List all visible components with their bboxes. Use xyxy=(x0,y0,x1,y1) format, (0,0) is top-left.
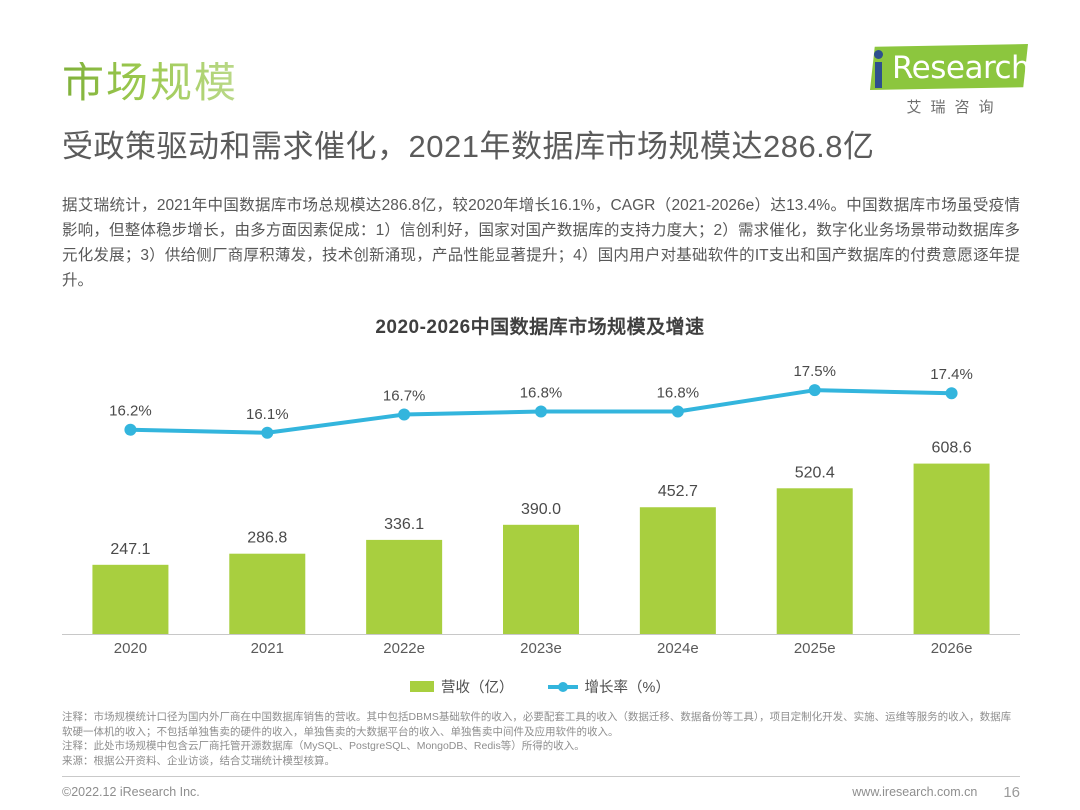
bar-value-label: 247.1 xyxy=(110,541,150,558)
footnote-1: 注释：市场规模统计口径为国内外厂商在中国数据库销售的营收。其中包括DBMS基础软… xyxy=(62,711,1012,738)
iresearch-logo: Research 艾瑞咨询 xyxy=(848,44,1031,116)
bar xyxy=(92,564,169,634)
line-value-label: 16.8% xyxy=(520,384,563,401)
bar-series-group xyxy=(92,463,990,634)
line-data-point xyxy=(671,405,684,418)
x-tick-2026e: 2026e xyxy=(930,640,973,657)
line-value-label: 17.4% xyxy=(930,366,973,383)
line-value-label: 16.2% xyxy=(109,403,152,420)
footer: ©2022.12 iResearch Inc. www.iresearch.co… xyxy=(62,782,1020,802)
chart-title: 2020-2026中国数据库市场规模及增速 xyxy=(375,317,705,338)
bar xyxy=(366,539,443,634)
bar xyxy=(639,507,716,634)
body-paragraph: 据艾瑞统计，2021年中国数据库市场总规模达286.8亿，较2020年增长16.… xyxy=(62,197,1020,289)
footer-divider xyxy=(62,776,1020,777)
line-data-point xyxy=(808,384,821,397)
chart-svg: 247.1 286.8 336.1 390.0 452.7 520.4 608.6 16.2… xyxy=(62,363,1020,635)
line-data-point xyxy=(398,408,411,421)
x-tick-2022e: 2022e xyxy=(383,640,425,657)
line-data-point xyxy=(945,387,958,400)
legend-label-growth-rate: 增长率（%） xyxy=(584,680,670,696)
footnote-3: 来源：根据公开资料、企业访谈，结合艾瑞统计模型核算。 xyxy=(62,754,335,767)
logo-mark: Research xyxy=(848,44,1031,92)
logo-chinese-name: 艾瑞咨询 xyxy=(906,99,1003,116)
bar xyxy=(913,463,990,634)
website-link[interactable]: www.iresearch.com.cn xyxy=(852,785,978,799)
bar-value-label: 336.1 xyxy=(384,516,424,533)
line-data-point xyxy=(124,423,137,436)
line-value-label: 16.8% xyxy=(657,384,700,401)
legend-label-revenue: 营收（亿） xyxy=(441,680,514,696)
bar-data-labels: 247.1 286.8 336.1 390.0 452.7 520.4 608.6 xyxy=(110,440,971,558)
legend-line-swatch-icon xyxy=(547,681,578,692)
legend-item-revenue[interactable]: 营收（亿） xyxy=(410,676,514,697)
legend-item-growth-rate[interactable]: 增长率（%） xyxy=(547,676,670,697)
line-data-point xyxy=(261,426,274,439)
x-tick-2025e: 2025e xyxy=(793,640,836,657)
bar xyxy=(229,553,306,634)
page-title: 市场规模 xyxy=(62,59,239,106)
legend-bar-swatch-icon xyxy=(410,681,435,692)
line-series-group xyxy=(124,384,958,439)
line-data-point xyxy=(535,405,547,418)
bar-value-label: 452.7 xyxy=(658,483,698,500)
line-value-label: 16.1% xyxy=(246,406,289,423)
bar-value-label: 286.8 xyxy=(247,530,287,547)
chart-plot-area: 247.1 286.8 336.1 390.0 452.7 520.4 608.6 16.2… xyxy=(62,348,1020,648)
bar xyxy=(503,524,579,634)
x-tick-2021: 2021 xyxy=(250,640,284,657)
footnote-2: 注释：此处市场规模中包含云厂商托管开源数据库（MySQL、PostgreSQL、… xyxy=(62,740,585,752)
line-data-labels: 16.2% 16.1% 16.7% 16.8% 16.8% 17.5% 17.4% xyxy=(109,363,973,423)
bar-value-label: 608.6 xyxy=(932,440,972,457)
x-tick-2024e: 2024e xyxy=(656,640,699,657)
logo-shape xyxy=(870,44,1028,90)
x-axis-tick-labels: 2020 2021 2022e 2023e 2024e 2025e 2026e xyxy=(62,640,1020,666)
page-subtitle: 受政策驱动和需求催化，2021年数据库市场规模达286.8亿 xyxy=(62,129,875,164)
line-value-label: 17.5% xyxy=(793,363,836,380)
logo-i-stem-icon xyxy=(875,62,882,88)
footnotes: 注释：市场规模统计口径为国内外厂商在中国数据库销售的营收。其中包括DBMS基础软… xyxy=(62,710,1020,768)
bar-value-label: 520.4 xyxy=(795,464,835,481)
logo-brand-text: Research xyxy=(892,50,1031,86)
logo-i-dot-icon xyxy=(874,50,883,59)
page-number: 16 xyxy=(1003,783,1020,801)
bar-value-label: 390.0 xyxy=(521,501,561,518)
line-value-label: 16.7% xyxy=(383,388,426,405)
chart-legend: 营收（亿） 增长率（%） xyxy=(0,676,1080,697)
x-tick-2020: 2020 xyxy=(113,640,148,657)
copyright-text: ©2022.12 iResearch Inc. xyxy=(62,785,200,799)
bar xyxy=(776,488,853,634)
x-tick-2023e: 2023e xyxy=(520,640,562,657)
